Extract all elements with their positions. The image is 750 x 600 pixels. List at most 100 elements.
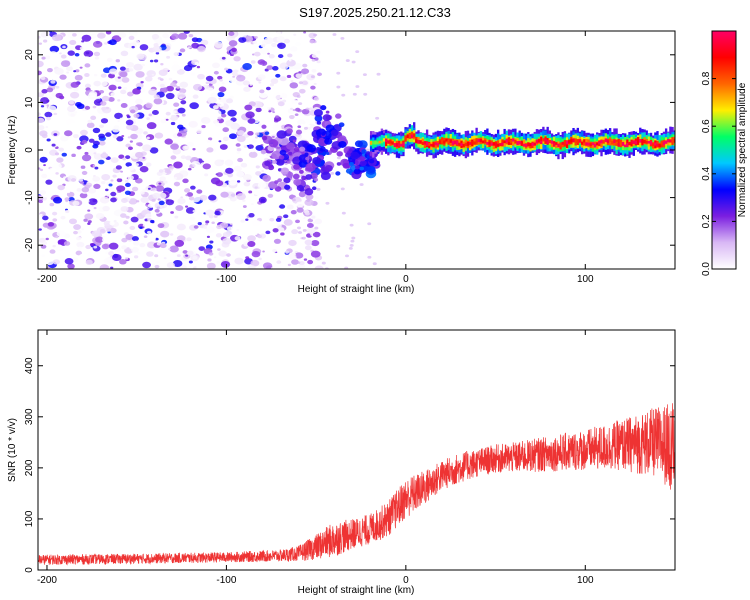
- spectrogram-cell: [280, 93, 288, 99]
- spectrogram-cell: [296, 201, 304, 208]
- spectrogram-cell: [109, 228, 117, 234]
- spectrogram-cell: [589, 143, 592, 147]
- spectrogram-cell: [267, 164, 275, 171]
- y-tick-label: 20: [24, 49, 35, 61]
- spectrogram-cell: [236, 193, 246, 201]
- spectrogram-cell: [397, 143, 401, 147]
- spectrogram-cell: [245, 256, 250, 260]
- spectrogram-cell: [185, 254, 189, 257]
- spectrogram-cell: [169, 114, 179, 121]
- spectrogram-cell: [80, 165, 86, 169]
- spectrogram-cell: [345, 152, 351, 158]
- spectrogram-cell: [240, 219, 245, 223]
- spectrogram-cell: [389, 140, 392, 144]
- spectrogram-cell: [139, 166, 149, 173]
- spectrogram-cell: [353, 168, 361, 175]
- spectrogram-cell: [171, 33, 180, 40]
- spectrogram-cell: [288, 151, 293, 156]
- spectrogram-cell: [45, 126, 49, 129]
- spectrogram-cell: [477, 138, 480, 143]
- spectrogram-cell: [214, 210, 221, 216]
- spectrogram-cell: [276, 226, 285, 233]
- spectrogram-cell: [591, 142, 595, 146]
- spectrogram-cell: [265, 230, 271, 235]
- spectrogram-cell: [280, 167, 290, 175]
- spectrogram-cell: [278, 136, 290, 146]
- spectrogram-cell: [50, 79, 56, 84]
- spectrogram-cell: [273, 238, 282, 244]
- spectrogram-cell: [311, 186, 317, 191]
- spectrogram-cell: [268, 54, 275, 59]
- spectrogram-cell: [297, 36, 302, 40]
- spectrogram-cell: [375, 116, 380, 120]
- spectrogram-cell: [192, 83, 203, 91]
- spectrogram-cell: [194, 62, 199, 66]
- spectrogram-cell: [47, 100, 56, 106]
- spectrogram-cell: [237, 157, 243, 163]
- spectrogram-cell: [236, 135, 246, 143]
- spectrogram-cell: [400, 143, 403, 147]
- spectrogram-cell: [641, 140, 644, 144]
- spectrogram-cell: [72, 200, 80, 206]
- spectrogram-cell: [88, 138, 95, 143]
- spectrogram-cell: [68, 218, 77, 225]
- spectrogram-cell: [180, 100, 187, 105]
- spectrogram-cell: [112, 205, 119, 211]
- spectrogram-cell: [305, 211, 310, 216]
- spectrogram-cell: [149, 147, 159, 154]
- spectrogram-cell: [120, 123, 124, 126]
- spectrogram-cell: [550, 140, 554, 144]
- spectrogram-cell: [72, 33, 77, 37]
- spectrogram-cell: [282, 99, 287, 103]
- spectrogram-cell: [283, 219, 293, 226]
- spectrogram-cell: [104, 42, 108, 45]
- spectrogram-cell: [527, 142, 530, 147]
- spectrogram-cell: [186, 192, 194, 197]
- spectrogram-cell: [79, 66, 83, 69]
- spectrogram-cell: [81, 187, 90, 193]
- spectrogram-cell: [652, 143, 655, 147]
- spectrogram-cell: [164, 169, 171, 174]
- spectrogram-cell: [207, 258, 212, 262]
- spectrogram-cell: [116, 178, 123, 183]
- spectrogram-cell: [259, 89, 265, 94]
- spectrogram-cell: [139, 242, 146, 248]
- spectrogram-cell: [290, 209, 297, 215]
- spectrogram-cell: [307, 259, 314, 265]
- spectrogram-cell: [561, 141, 564, 145]
- x-tick-label: 100: [577, 274, 594, 285]
- spectrogram-cell: [56, 230, 66, 237]
- spectrogram-cell: [189, 134, 195, 140]
- spectrogram-cell: [185, 155, 192, 161]
- spectrogram-cell: [294, 107, 301, 112]
- spectrogram-cell: [540, 140, 543, 144]
- spectrogram-cell: [298, 160, 308, 168]
- spectrogram-cell: [308, 107, 313, 111]
- spectrogram-cell: [113, 125, 120, 130]
- spectrogram-cell: [336, 151, 343, 157]
- spectrogram-cell: [170, 82, 177, 87]
- spectrogram-cell: [292, 192, 297, 196]
- spectrogram-cell: [248, 151, 258, 158]
- spectrogram-cell: [253, 232, 258, 236]
- spectrogram-cell: [617, 138, 620, 147]
- spectrogram-cell: [41, 56, 46, 60]
- spectrogram-cell: [643, 139, 646, 144]
- spectrogram-cell: [103, 67, 111, 74]
- spectrogram-cell: [175, 205, 184, 211]
- spectrogram-cell: [74, 53, 80, 57]
- spectrogram-cell: [395, 142, 399, 147]
- spectrogram-cell: [73, 230, 78, 235]
- y-tick-label: 100: [24, 510, 35, 527]
- spectrogram-cell: [585, 142, 588, 146]
- spectrogram-cell: [667, 139, 670, 146]
- spectrogram-cell: [295, 213, 305, 220]
- spectrogram-cell: [287, 53, 293, 58]
- spectrogram-cell: [289, 82, 299, 89]
- spectrogram-cell: [38, 92, 44, 98]
- spectrogram-cell: [306, 144, 317, 153]
- spectrogram-cell: [125, 162, 132, 167]
- spectrogram-cell: [177, 124, 184, 130]
- spectrogram-cell: [76, 241, 85, 248]
- spectrogram-cell: [512, 138, 515, 146]
